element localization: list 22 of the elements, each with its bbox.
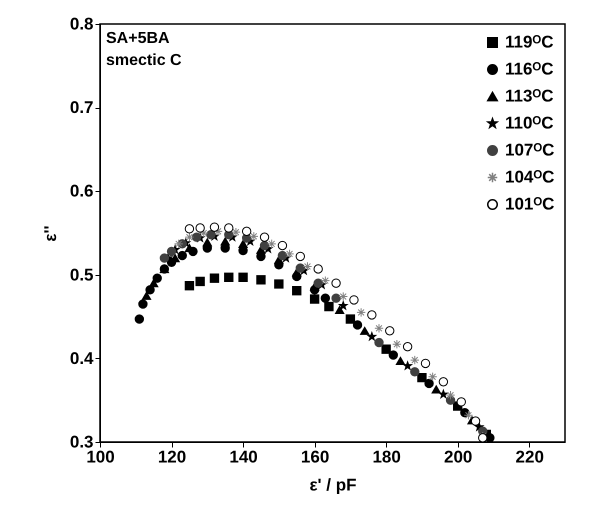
y-tick-label: 0.8 [70,14,94,34]
legend-label: 110ᴼC [505,114,554,132]
x-tick-label: 180 [372,448,401,466]
y-axis-title: ε'' [40,225,60,242]
x-tick-label: 200 [444,448,472,466]
legend-label: 116ᴼC [505,60,554,78]
x-tick-label: 120 [158,448,186,466]
x-tick-label: 160 [300,448,330,466]
legend-label: 113ᴼC [505,86,554,106]
legend-label: 104ᴼC [505,168,554,186]
x-tick-label: 140 [229,448,258,466]
x-axis-title: ε' / pF [309,476,357,494]
annotation: SA+5BA [106,30,170,47]
legend-label: 119ᴼC [505,32,554,52]
y-tick-label: 0.5 [70,265,94,284]
y-tick-label: 0.4 [70,348,94,368]
legend-label: 107ᴼC [505,140,554,160]
annotation: smectic C [106,52,182,69]
x-tick-label: 220 [516,448,544,466]
legend-label: 101ᴼC [505,194,554,214]
y-tick-label: 0.6 [70,182,94,201]
y-tick-label: 0.7 [70,98,94,118]
